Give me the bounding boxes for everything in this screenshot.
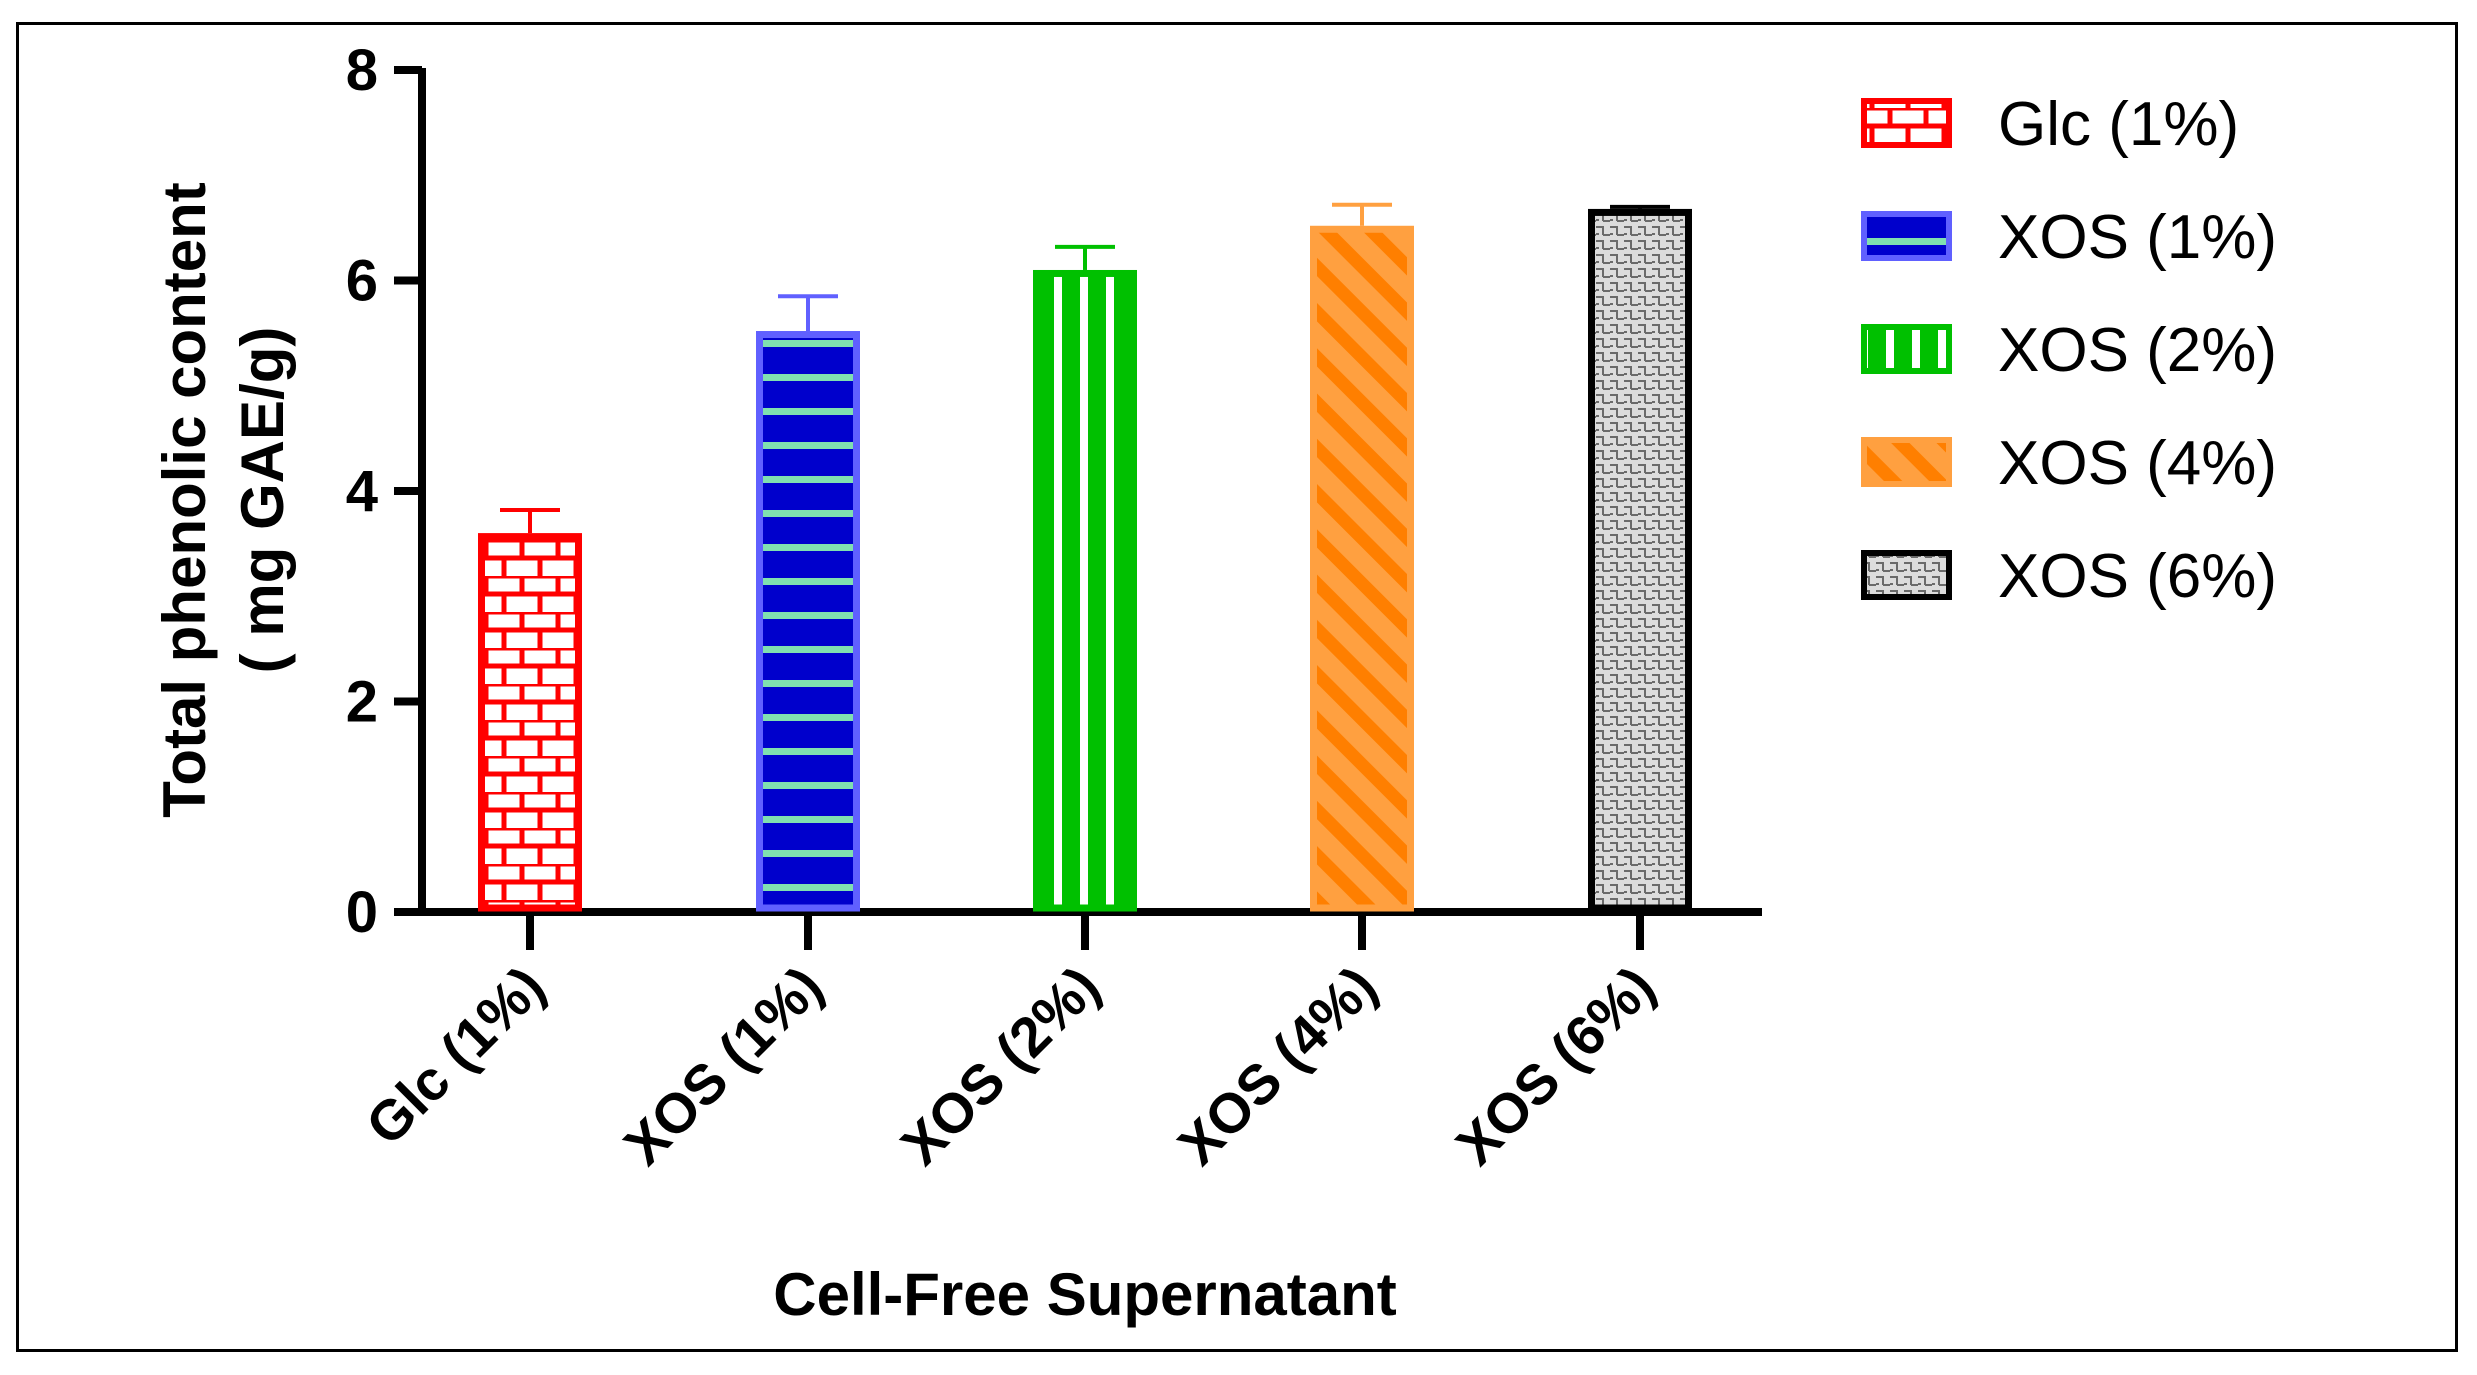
x-tick-label: Glc (1%) — [354, 954, 557, 1157]
x-tick-label: XOS (4%) — [1166, 954, 1389, 1177]
legend-label: XOS (1%) — [1998, 203, 2277, 272]
legend-swatch — [1861, 437, 1952, 487]
bar-xos-4 — [1310, 225, 1414, 912]
y-tick-label: 8 — [346, 38, 378, 103]
x-tick-label: XOS (1%) — [612, 954, 835, 1177]
bar-glc-1 — [478, 533, 582, 912]
y-tick-label: 4 — [346, 459, 378, 524]
legend-label: XOS (2%) — [1998, 316, 2277, 385]
legend-swatch — [1861, 211, 1952, 261]
y-axis-title-line2: ( mg GAE/g) — [229, 327, 296, 674]
legend: Glc (1%) XOS (1%) XOS (2%) XOS (4%) XOS (6%) — [1861, 90, 2277, 611]
y-tick-label: 2 — [346, 670, 378, 735]
x-tick-label: XOS (6%) — [1444, 954, 1667, 1177]
x-axis-title: Cell-Free Supernatant — [773, 1261, 1396, 1328]
legend-swatch — [1861, 324, 1952, 374]
x-tick-label: XOS (2%) — [889, 954, 1112, 1177]
y-tick-label: 0 — [346, 880, 378, 945]
legend-label: XOS (6%) — [1998, 542, 2277, 611]
bar-xos-2 — [1033, 269, 1137, 912]
bar-xos-1 — [756, 331, 860, 912]
y-axis-title-line1: Total phenolic content — [151, 182, 218, 818]
y-tick-label: 6 — [346, 249, 378, 314]
legend-label: XOS (4%) — [1998, 429, 2277, 498]
legend-swatch — [1861, 550, 1952, 600]
legend-swatch — [1861, 98, 1952, 148]
legend-label: Glc (1%) — [1998, 90, 2239, 159]
bar-xos-6 — [1588, 208, 1692, 912]
